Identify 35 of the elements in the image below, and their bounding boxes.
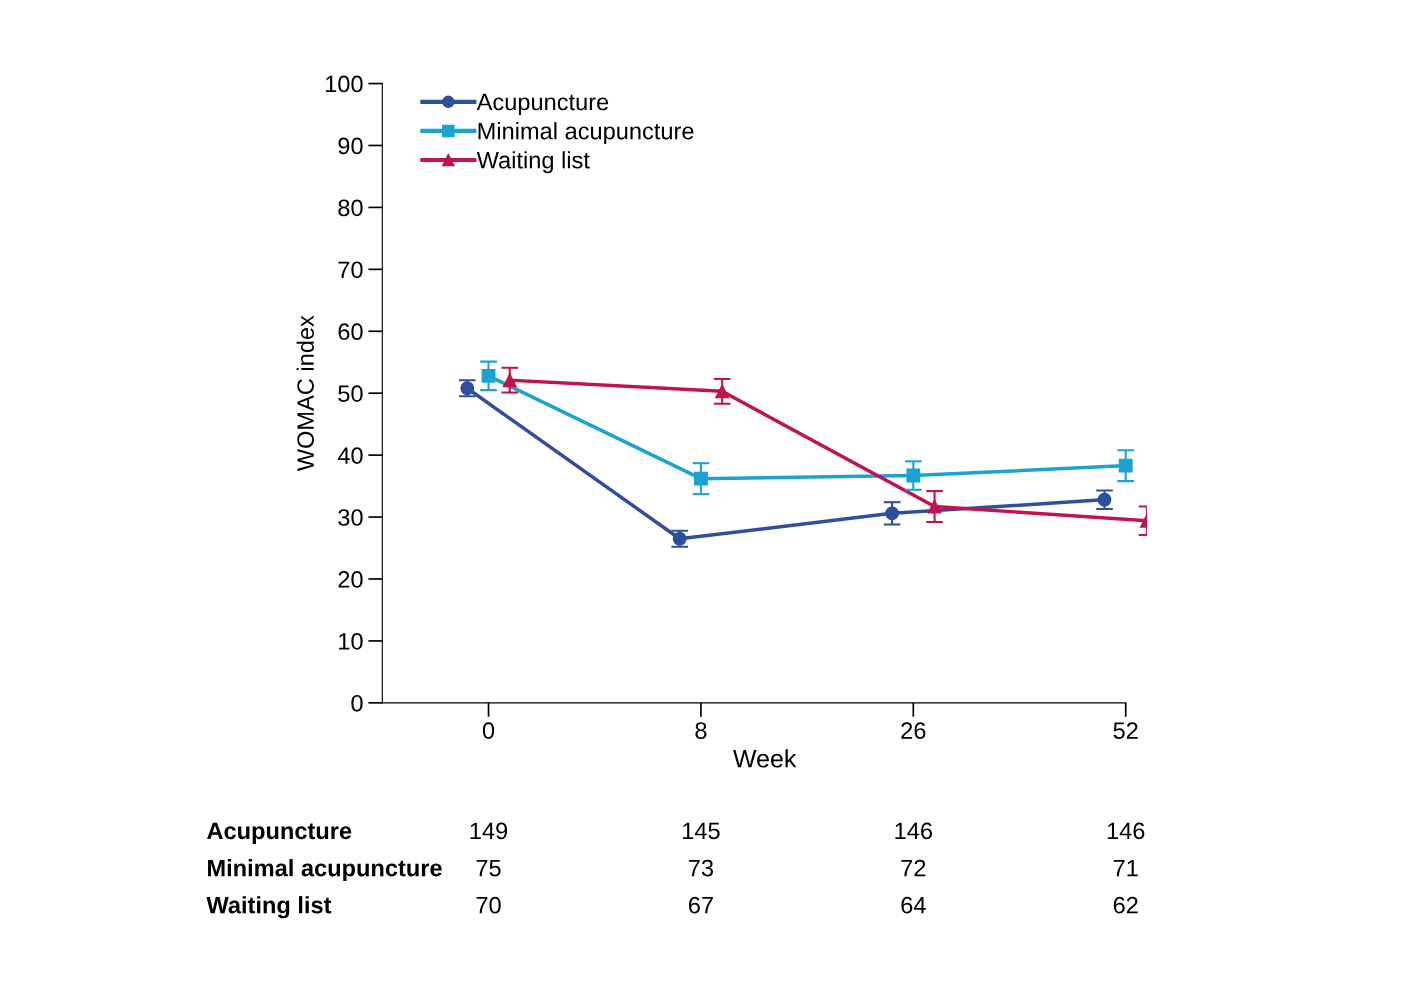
text: 145 (683, 822, 720, 840)
x-tick-label: 26 (901, 722, 926, 739)
y-axis-title: WOMAC index (296, 315, 314, 472)
y-tick-label: 100 (325, 75, 363, 93)
legend-label: Acupuncture (476, 93, 609, 116)
y-tick-label: 80 (338, 199, 363, 217)
y-tick-label: 40 (337, 447, 363, 464)
y-tick-label: 60 (338, 323, 363, 341)
text: 146 (895, 822, 932, 840)
text: Waiting list (206, 896, 332, 919)
x-tick-label: 8 (695, 722, 707, 739)
y-tick-label: 30 (338, 509, 363, 526)
y-tick-label: 90 (338, 137, 363, 155)
text: 73 (689, 859, 714, 877)
text: 71 (1113, 859, 1138, 877)
legend-label: Minimal acupuncture (478, 122, 694, 145)
text: 75 (476, 859, 501, 877)
text: 72 (901, 859, 926, 877)
text: Acupuncture (207, 822, 352, 844)
y-tick-label: 10 (339, 632, 363, 650)
text: 70 (476, 896, 501, 914)
x-tick-label: 52 (1113, 722, 1138, 739)
x-tick-label: 0 (482, 722, 495, 739)
text: Minimal acupuncture (208, 859, 442, 882)
text: 67 (688, 896, 713, 914)
text: 64 (901, 896, 926, 914)
text: 146 (1107, 822, 1145, 840)
y-tick-label: 0 (351, 694, 363, 712)
x-axis-title: Week (733, 749, 797, 768)
y-tick-label: 20 (338, 571, 363, 588)
y-tick-label: 50 (338, 385, 363, 402)
y-tick-label: 70 (338, 261, 363, 279)
text: 149 (470, 822, 508, 840)
text: 62 (1113, 896, 1138, 914)
legend-label: Waiting list (476, 151, 590, 174)
